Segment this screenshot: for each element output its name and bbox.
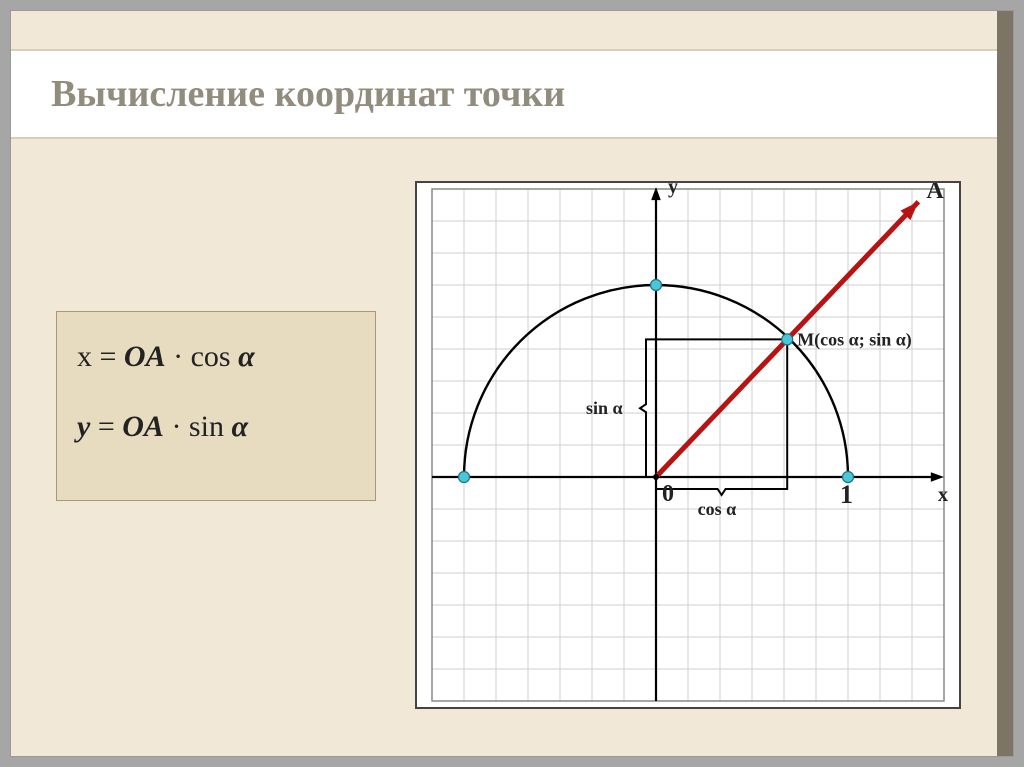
svg-text:y: y [668, 183, 678, 198]
f1-eq: = [92, 340, 124, 373]
f1-mid: · cos [166, 340, 238, 373]
f2-eq: = [90, 410, 122, 443]
f2-alpha: α [231, 410, 248, 443]
slide: Вычисление координат точки x = OA · cos … [10, 10, 1014, 757]
svg-text:M(cos α; sin α): M(cos α; sin α) [797, 329, 912, 350]
slide-title: Вычисление координат точки [51, 72, 565, 116]
svg-text:0: 0 [662, 481, 674, 507]
formula-y: y = OA · sin α [77, 410, 355, 444]
svg-text:A: A [926, 183, 944, 204]
f2-lhs: y [77, 410, 90, 443]
f2-mid: · sin [164, 410, 232, 443]
unit-circle-diagram: y x A M(cos α; sin α) sin α cos α 0 1 [417, 183, 959, 707]
side-accent [997, 11, 1013, 756]
diagram-container: y x A M(cos α; sin α) sin α cos α 0 1 [415, 181, 961, 709]
f1-OA: OA [124, 340, 166, 373]
svg-text:cos α: cos α [698, 499, 737, 519]
formula-x: x = OA · cos α [77, 340, 355, 374]
f1-lhs: x [77, 340, 92, 373]
f1-alpha: α [238, 340, 255, 373]
svg-text:sin α: sin α [586, 398, 623, 418]
formula-box: x = OA · cos α y = OA · sin α [56, 311, 376, 501]
f2-OA: OA [122, 410, 164, 443]
svg-text:1: 1 [840, 480, 853, 509]
title-bar: Вычисление координат точки [11, 49, 1013, 139]
svg-text:x: x [938, 484, 948, 506]
